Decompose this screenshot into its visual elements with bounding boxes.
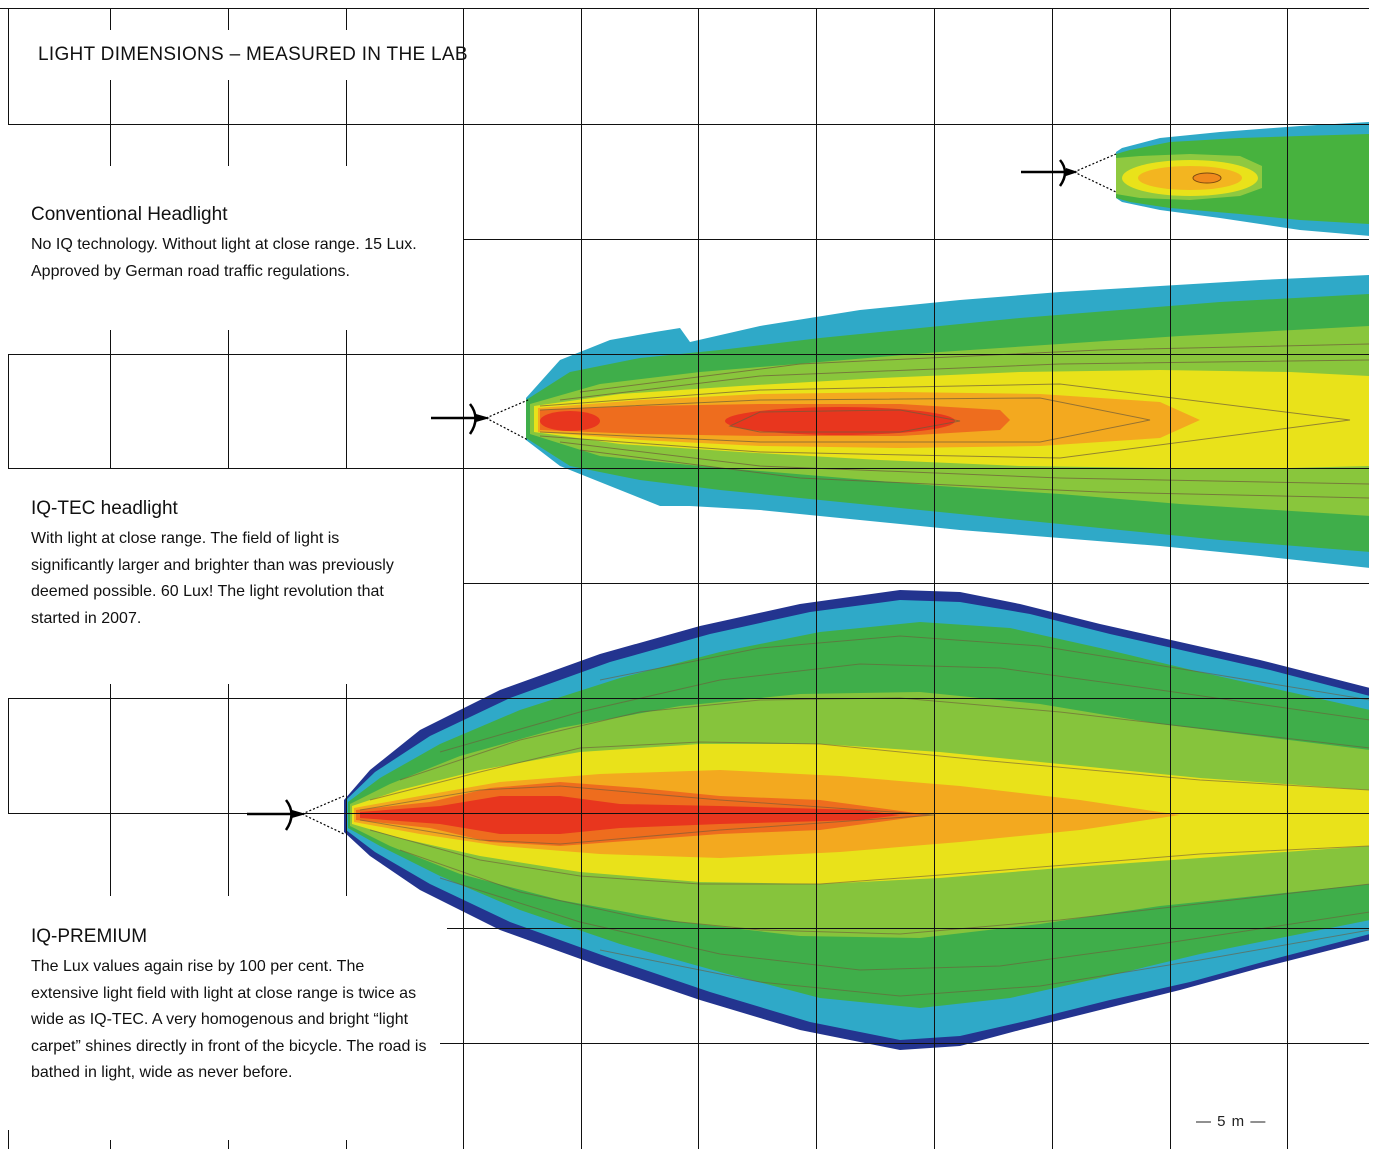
page-title: LIGHT DIMENSIONS – MEASURED IN THE LAB bbox=[38, 44, 468, 65]
headlight-icon-iq-tec bbox=[431, 399, 529, 441]
iq-tec-headlight-heading: IQ-TEC headlight bbox=[31, 498, 178, 519]
measurement-grid bbox=[0, 8, 1369, 1149]
iq-premium-headlight-block: IQ-PREMIUM The Lux values again rise by … bbox=[31, 926, 431, 1087]
beam-conventional bbox=[1116, 122, 1369, 236]
iq-tec-headlight-description: With light at close range. The field of … bbox=[31, 530, 394, 627]
headlight-icon-conventional bbox=[1021, 153, 1117, 193]
beam-iq-premium bbox=[344, 590, 1369, 1050]
scale-label: — 5 m — bbox=[1196, 1113, 1267, 1130]
iq-premium-headlight-heading: IQ-PREMIUM bbox=[31, 926, 148, 947]
iq-premium-headlight-description: The Lux values again rise by 100 per cen… bbox=[31, 958, 427, 1081]
conventional-headlight-description: No IQ technology. Without light at close… bbox=[31, 236, 417, 280]
conventional-headlight-heading: Conventional Headlight bbox=[31, 204, 228, 225]
iq-tec-headlight-block: IQ-TEC headlight With light at close ran… bbox=[31, 498, 423, 632]
beam-iq-tec bbox=[526, 275, 1369, 568]
headlight-icon-iq-premium bbox=[247, 795, 345, 835]
conventional-headlight-block: Conventional Headlight No IQ technology.… bbox=[31, 204, 431, 285]
